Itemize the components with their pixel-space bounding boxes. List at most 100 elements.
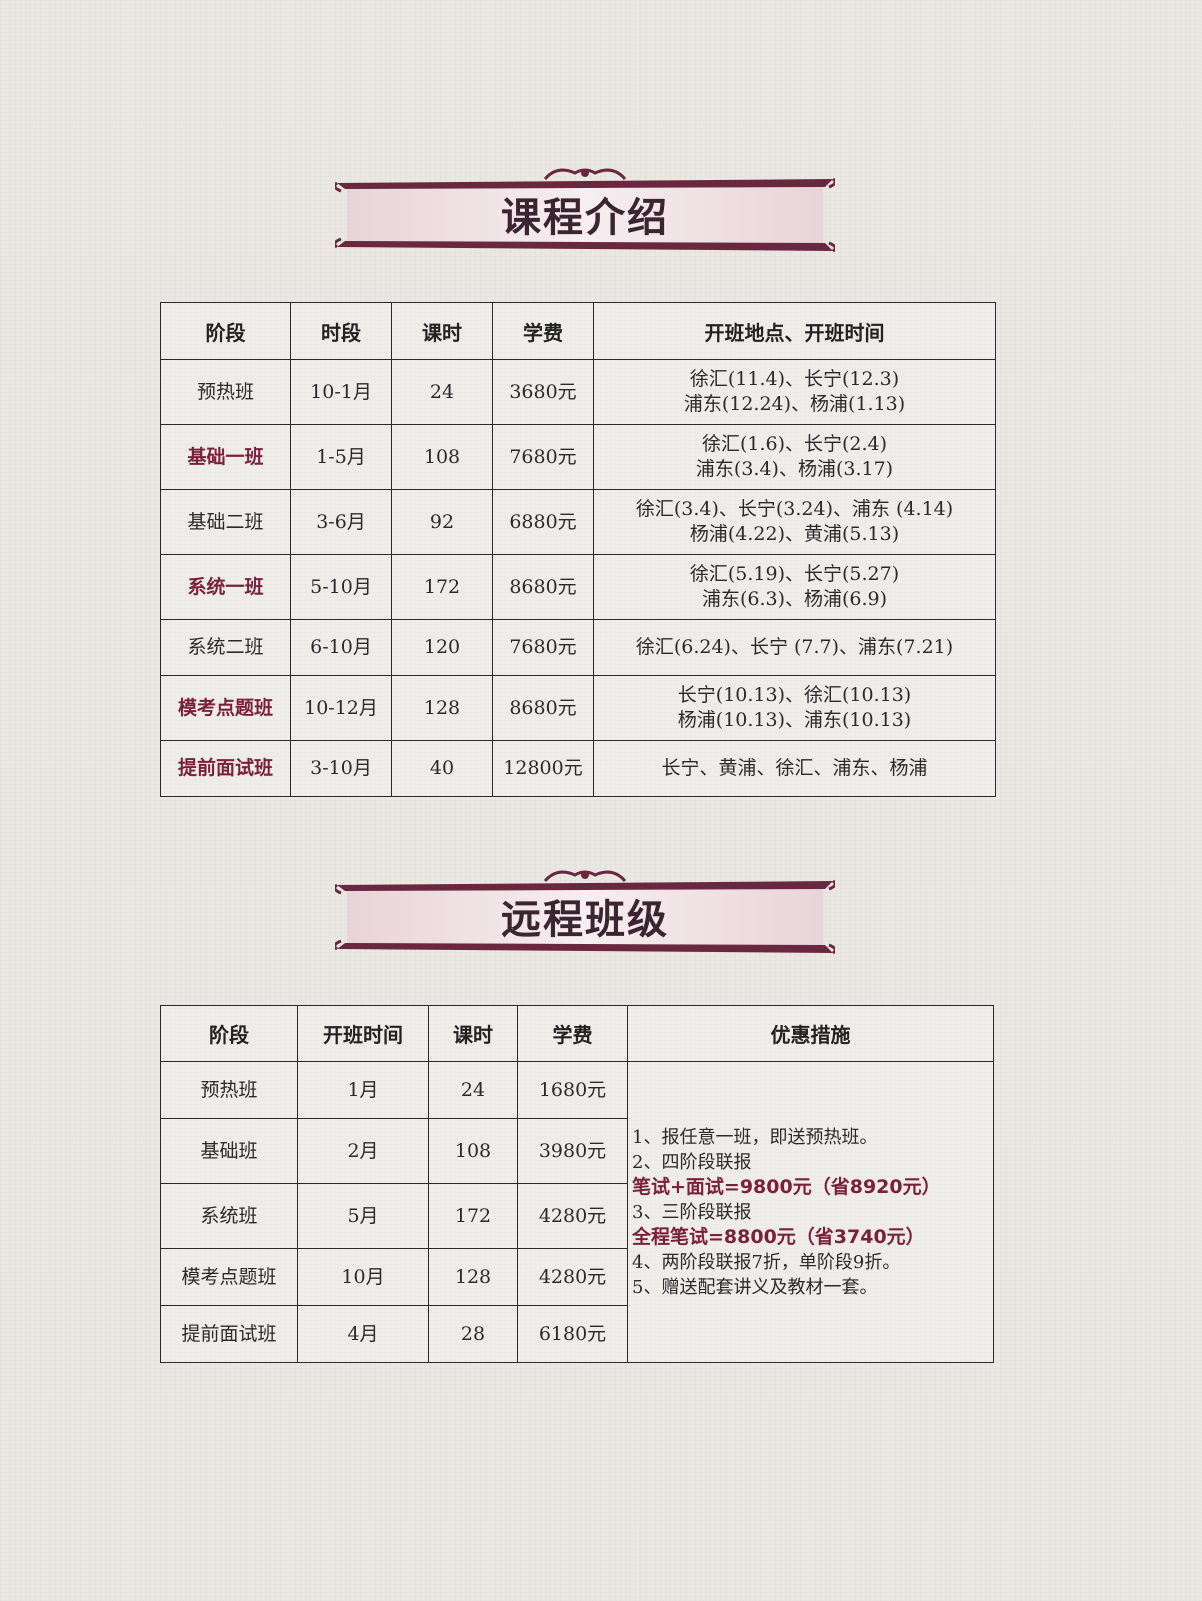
fee-cell: 3680元	[492, 359, 594, 425]
course-table: 阶段 时段 课时 学费 开班地点、开班时间 预热班 10-1月 24 3680元…	[160, 302, 996, 797]
hours-cell: 128	[391, 675, 493, 741]
table-row: 提前面试班 3-10月 40 12800元 长宁、黄浦、徐汇、浦东、杨浦	[160, 740, 996, 797]
period-cell: 3-6月	[290, 489, 392, 555]
table-row: 预热班 10-1月 24 3680元 徐汇(11.4)、长宁(12.3) 浦东(1…	[160, 359, 996, 425]
start-cell: 10月	[297, 1248, 429, 1306]
fee-cell: 6880元	[492, 489, 594, 555]
fee-cell: 3980元	[517, 1118, 628, 1184]
table-row: 预热班 1月 24 1680元 1、报任意一班，即送预热班。 2、四阶段联报 笔…	[160, 1061, 994, 1363]
hours-cell: 24	[391, 359, 493, 425]
location-line: 杨浦(4.22)、黄浦(5.13)	[689, 523, 900, 545]
banner-ornament	[335, 168, 835, 253]
hours-cell: 120	[391, 619, 493, 676]
period-cell: 5-10月	[290, 554, 392, 620]
header-promo: 优惠措施	[627, 1005, 994, 1062]
header-hours: 课时	[391, 302, 493, 360]
header-stage: 阶段	[160, 302, 291, 360]
stage-cell: 预热班	[160, 1061, 298, 1119]
header-hours: 课时	[428, 1005, 518, 1062]
fee-cell: 12800元	[492, 740, 594, 797]
table-row: 模考点题班 10月 128 4280元	[160, 1248, 994, 1306]
stage-cell: 提前面试班	[160, 740, 291, 797]
stage-cell: 基础一班	[160, 424, 291, 490]
header-location: 开班地点、开班时间	[593, 302, 996, 360]
remote-banner: 远程班级	[335, 867, 835, 967]
stage-cell: 预热班	[160, 359, 291, 425]
location-cell: 徐汇(3.4)、长宁(3.24)、浦东 (4.14) 杨浦(4.22)、黄浦(5.…	[593, 489, 996, 555]
stage-cell: 模考点题班	[160, 675, 291, 741]
start-cell: 4月	[297, 1305, 429, 1363]
period-cell: 6-10月	[290, 619, 392, 676]
location-line: 徐汇(1.6)、长宁(2.4)	[701, 433, 888, 455]
stage-cell: 模考点题班	[160, 1248, 298, 1306]
header-fee: 学费	[517, 1005, 628, 1062]
stage-cell: 基础二班	[160, 489, 291, 555]
promo-line: 2、四阶段联报	[632, 1151, 752, 1173]
location-line: 杨浦(10.13)、浦东(10.13)	[677, 709, 912, 731]
location-line: 长宁、黄浦、徐汇、浦东、杨浦	[661, 757, 928, 779]
promo-line: 4、两阶段联报7折，单阶段9折。	[632, 1251, 901, 1273]
period-cell: 10-1月	[290, 359, 392, 425]
fee-cell: 1680元	[517, 1061, 628, 1119]
location-cell: 徐汇(11.4)、长宁(12.3) 浦东(12.24)、杨浦(1.13)	[593, 359, 996, 425]
hours-cell: 92	[391, 489, 493, 555]
table-row: 基础二班 3-6月 92 6880元 徐汇(3.4)、长宁(3.24)、浦东 (…	[160, 489, 996, 555]
hours-cell: 128	[428, 1248, 518, 1306]
location-line: 徐汇(3.4)、长宁(3.24)、浦东 (4.14)	[635, 498, 954, 520]
location-line: 浦东(6.3)、杨浦(6.9)	[701, 588, 888, 610]
hours-cell: 40	[391, 740, 493, 797]
start-cell: 2月	[297, 1118, 429, 1184]
location-line: 浦东(3.4)、杨浦(3.17)	[695, 458, 894, 480]
fee-cell: 7680元	[492, 619, 594, 676]
location-line: 徐汇(5.19)、长宁(5.27)	[689, 563, 900, 585]
stage-cell: 提前面试班	[160, 1305, 298, 1363]
stage-cell: 基础班	[160, 1118, 298, 1184]
promo-line: 1、报任意一班，即送预热班。	[632, 1126, 878, 1148]
period-cell: 3-10月	[290, 740, 392, 797]
location-line: 徐汇(6.24)、长宁 (7.7)、浦东(7.21)	[635, 636, 954, 658]
location-line: 长宁(10.13)、徐汇(10.13)	[677, 684, 912, 706]
header-start: 开班时间	[297, 1005, 429, 1062]
promo-line: 3、三阶段联报	[632, 1201, 752, 1223]
fee-cell: 8680元	[492, 554, 594, 620]
location-cell: 长宁(10.13)、徐汇(10.13) 杨浦(10.13)、浦东(10.13)	[593, 675, 996, 741]
header-stage: 阶段	[160, 1005, 298, 1062]
table-row: 系统二班 6-10月 120 7680元 徐汇(6.24)、长宁 (7.7)、浦…	[160, 619, 996, 676]
fee-cell: 4280元	[517, 1248, 628, 1306]
promo-highlight: 笔试+面试=9800元（省8920元）	[632, 1175, 941, 1198]
fee-cell: 7680元	[492, 424, 594, 490]
hours-cell: 28	[428, 1305, 518, 1363]
banner-ornament	[335, 870, 835, 955]
hours-cell: 108	[428, 1118, 518, 1184]
fee-cell: 6180元	[517, 1305, 628, 1363]
start-cell: 1月	[297, 1061, 429, 1119]
period-cell: 1-5月	[290, 424, 392, 490]
hours-cell: 24	[428, 1061, 518, 1119]
course-banner: 课程介绍	[335, 165, 835, 265]
location-cell: 徐汇(6.24)、长宁 (7.7)、浦东(7.21)	[593, 619, 996, 676]
promo-highlight: 全程笔试=8800元（省3740元）	[632, 1225, 925, 1248]
table-row: 模考点题班 10-12月 128 8680元 长宁(10.13)、徐汇(10.1…	[160, 675, 996, 741]
location-line: 浦东(12.24)、杨浦(1.13)	[683, 393, 906, 415]
location-line: 徐汇(11.4)、长宁(12.3)	[689, 368, 900, 390]
fee-cell: 8680元	[492, 675, 594, 741]
location-cell: 徐汇(5.19)、长宁(5.27) 浦东(6.3)、杨浦(6.9)	[593, 554, 996, 620]
table-row: 基础一班 1-5月 108 7680元 徐汇(1.6)、长宁(2.4) 浦东(3.…	[160, 424, 996, 490]
hours-cell: 172	[428, 1183, 518, 1249]
period-cell: 10-12月	[290, 675, 392, 741]
promo-line: 5、赠送配套讲义及教材一套。	[632, 1276, 878, 1298]
hours-cell: 108	[391, 424, 493, 490]
hours-cell: 172	[391, 554, 493, 620]
stage-cell: 系统班	[160, 1183, 298, 1249]
remote-table: 阶段 开班时间 课时 学费 优惠措施 预热班 1月 24 1680元 1、报任意…	[160, 1005, 994, 1363]
course-title: 课程介绍	[501, 195, 669, 241]
remote-title: 远程班级	[501, 897, 669, 943]
location-cell: 长宁、黄浦、徐汇、浦东、杨浦	[593, 740, 996, 797]
header-fee: 学费	[492, 302, 594, 360]
table-row: 系统一班 5-10月 172 8680元 徐汇(5.19)、长宁(5.27) 浦东…	[160, 554, 996, 620]
fee-cell: 4280元	[517, 1183, 628, 1249]
promo-cell: 1、报任意一班，即送预热班。 2、四阶段联报 笔试+面试=9800元（省8920…	[627, 1061, 994, 1363]
header-period: 时段	[290, 302, 392, 360]
stage-cell: 系统一班	[160, 554, 291, 620]
table-row: 提前面试班 4月 28 6180元	[160, 1305, 994, 1363]
